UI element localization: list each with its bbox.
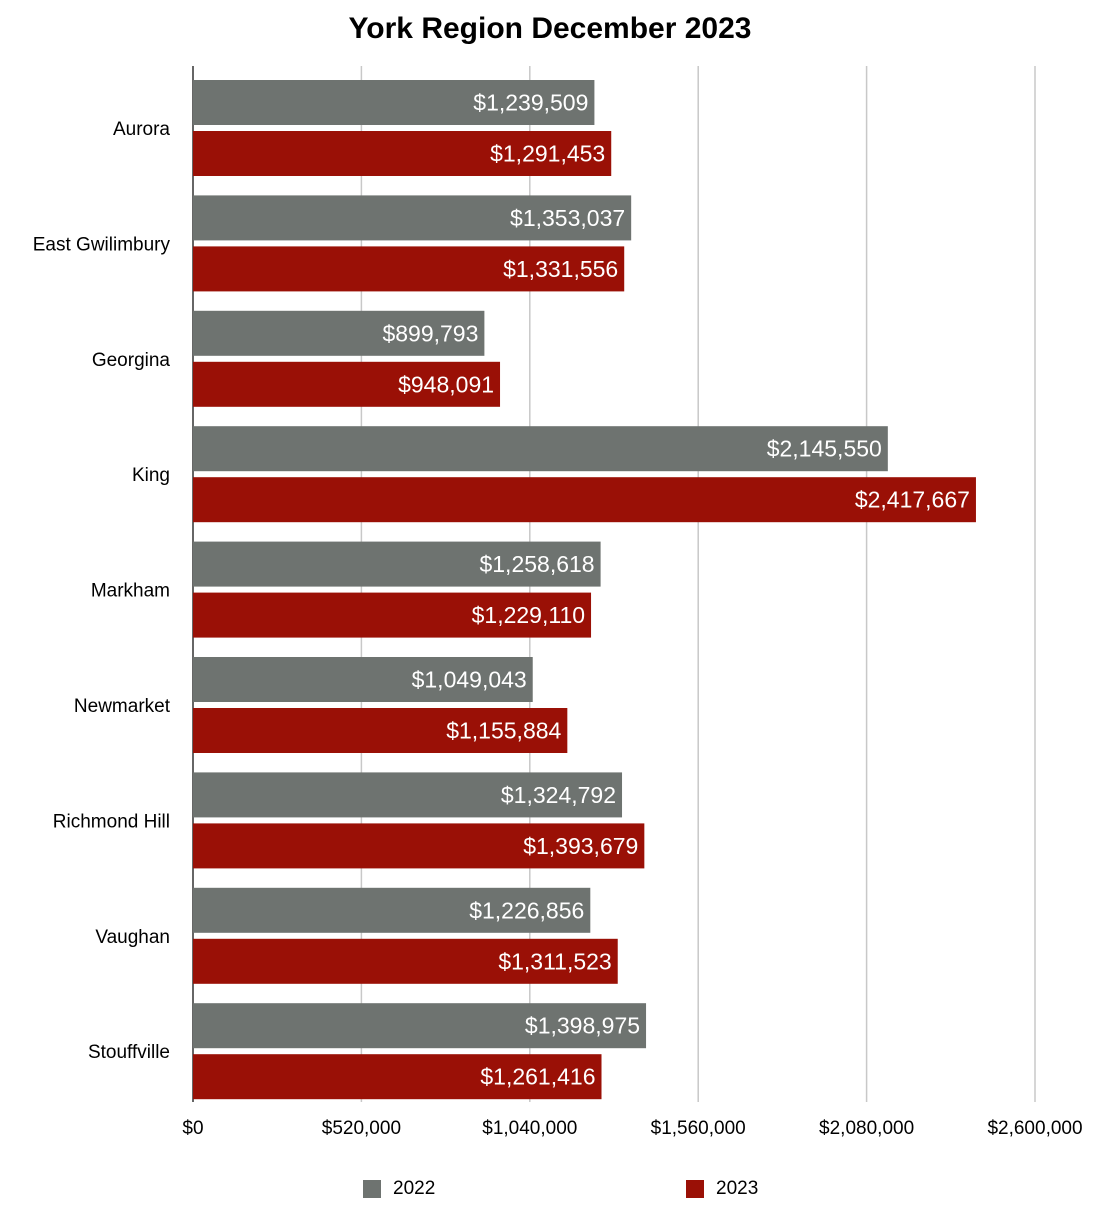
bar-2022 bbox=[193, 310, 485, 356]
legend-entry-2023: 2023 bbox=[686, 1178, 758, 1200]
bars bbox=[193, 80, 976, 1100]
bar-2022 bbox=[193, 80, 595, 125]
data-labels: $1,239,509 $1,291,453 $1,353,037 $1,331,556… bbox=[382, 90, 969, 1090]
data-label-2023: $1,229,110 bbox=[472, 602, 585, 628]
x-tick-label: $2,080,000 bbox=[819, 1118, 914, 1139]
x-tick-label: $520,000 bbox=[322, 1118, 401, 1139]
data-label-2023: $2,417,667 bbox=[855, 487, 970, 513]
data-label-2022: $899,793 bbox=[382, 320, 478, 346]
legend-swatch-2022 bbox=[363, 1180, 381, 1198]
category-label: Richmond Hill bbox=[53, 811, 170, 832]
category-label: Stouffville bbox=[88, 1042, 170, 1063]
category-label: Aurora bbox=[113, 119, 170, 140]
bar-2023 bbox=[193, 708, 568, 753]
data-label-2023: $1,393,679 bbox=[523, 833, 638, 859]
legend-swatch-2023 bbox=[686, 1180, 704, 1198]
chart-title: York Region December 2023 bbox=[348, 12, 752, 45]
bar-2022 bbox=[193, 1003, 647, 1049]
data-label-2022: $1,226,856 bbox=[469, 897, 584, 923]
data-label-2023: $1,155,884 bbox=[446, 718, 561, 744]
bar-2022 bbox=[193, 426, 888, 472]
bar-2023 bbox=[193, 1054, 602, 1100]
category-label: Georgina bbox=[92, 350, 171, 371]
x-tick-labels: $0 $520,000 $1,040,000 $1,560,000 $2,080,000… bbox=[182, 1118, 1082, 1139]
bar-2023 bbox=[193, 477, 976, 523]
data-label-2023: $948,091 bbox=[398, 371, 494, 397]
data-label-2022: $1,353,037 bbox=[510, 205, 625, 231]
data-label-2023: $1,311,523 bbox=[498, 948, 611, 974]
bar-2022 bbox=[193, 887, 591, 933]
legend-label-2023: 2023 bbox=[716, 1178, 759, 1199]
category-label: East Gwilimbury bbox=[33, 234, 171, 255]
bar-2022 bbox=[193, 772, 623, 818]
x-tick-label: $1,040,000 bbox=[482, 1118, 577, 1139]
category-label: King bbox=[132, 465, 170, 486]
bar-2023 bbox=[193, 938, 618, 984]
bar-2023 bbox=[193, 131, 612, 176]
x-tick-label: $2,600,000 bbox=[987, 1118, 1082, 1139]
bar-2022 bbox=[193, 195, 632, 241]
category-labels: Aurora East Gwilimbury Georgina King Markham… bbox=[33, 119, 171, 1063]
bar-2022 bbox=[193, 657, 533, 702]
category-label: Vaughan bbox=[95, 927, 170, 948]
data-label-2022: $1,239,509 bbox=[473, 90, 588, 116]
x-tick-label: $0 bbox=[182, 1118, 203, 1139]
data-label-2023: $1,261,416 bbox=[480, 1064, 595, 1090]
data-label-2023: $1,331,556 bbox=[503, 256, 618, 282]
data-label-2022: $1,398,975 bbox=[525, 1013, 640, 1039]
data-label-2022: $1,049,043 bbox=[412, 667, 527, 693]
category-label: Newmarket bbox=[74, 696, 171, 717]
data-label-2022: $1,258,618 bbox=[479, 551, 594, 577]
x-tick-label: $1,560,000 bbox=[651, 1118, 746, 1139]
bar-2023 bbox=[193, 361, 501, 407]
data-label-2023: $1,291,453 bbox=[490, 141, 605, 167]
data-label-2022: $2,145,550 bbox=[767, 436, 882, 462]
bar-2023 bbox=[193, 592, 592, 638]
legend-label-2022: 2022 bbox=[393, 1178, 436, 1199]
bar-2023 bbox=[193, 823, 645, 869]
bar-2023 bbox=[193, 246, 625, 292]
category-label: Markham bbox=[91, 581, 170, 602]
legend-entry-2022: 2022 bbox=[363, 1178, 435, 1200]
bar-2022 bbox=[193, 541, 601, 587]
data-label-2022: $1,324,792 bbox=[501, 782, 616, 808]
